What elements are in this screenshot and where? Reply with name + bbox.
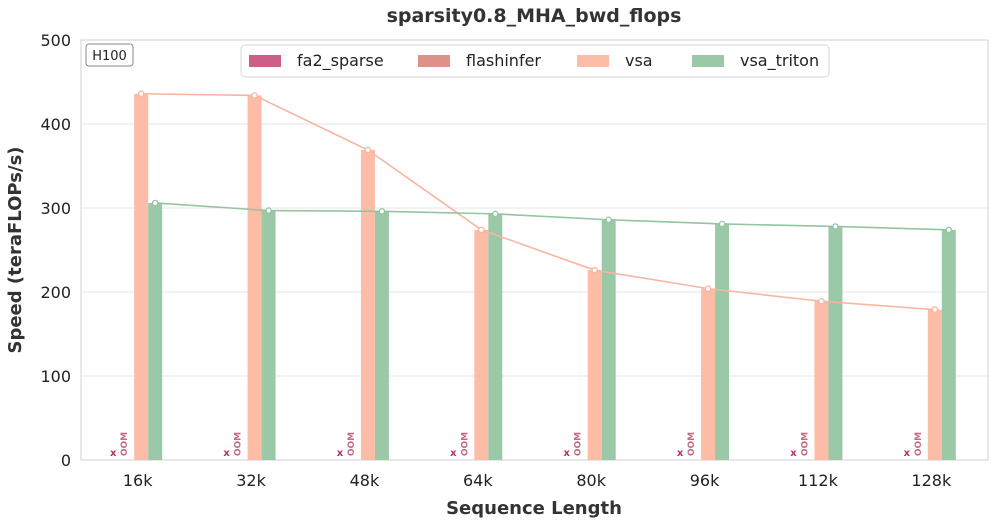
y-tick-label: 400 bbox=[40, 115, 71, 134]
bar-vsa bbox=[814, 301, 829, 460]
point-vsa bbox=[251, 92, 258, 99]
x-axis-label: Sequence Length bbox=[446, 498, 622, 519]
point-vsa_triton bbox=[492, 210, 499, 218]
gpu-badge-text: H100 bbox=[92, 49, 127, 64]
point-vsa_triton bbox=[832, 223, 839, 230]
plot-area bbox=[80, 39, 989, 461]
missing-x-marker: x bbox=[904, 448, 911, 459]
missing-x-marker: x bbox=[563, 448, 570, 459]
legend-box bbox=[240, 44, 830, 78]
x-axis: 16k 32k 48k 64k 80k 96k 112k 128k bbox=[123, 471, 952, 490]
y-axis-label: Speed (teraFLOPs/s) bbox=[5, 146, 26, 353]
oom-label: OOM bbox=[800, 432, 810, 456]
bar-vsa_triton bbox=[148, 202, 163, 460]
bar-vsa bbox=[134, 93, 149, 460]
oom-label: OOM bbox=[347, 432, 357, 456]
legend-label-vsa: vsa bbox=[625, 51, 653, 70]
bar-vsa bbox=[701, 288, 716, 460]
y-axis: 0 100 200 300 400 500 bbox=[40, 31, 71, 470]
x-tick-label: 112k bbox=[798, 471, 839, 490]
oom-label: OOM bbox=[234, 432, 244, 456]
bar-vsa_triton bbox=[601, 219, 616, 460]
point-vsa_triton bbox=[605, 216, 612, 224]
bar-vsa_triton bbox=[488, 213, 503, 460]
missing-x-marker: x bbox=[223, 448, 230, 459]
chart-title: sparsity0.8_MHA_bwd_flops bbox=[387, 5, 682, 27]
point-vsa bbox=[818, 297, 825, 305]
point-vsa bbox=[364, 146, 372, 154]
oom-label: OOM bbox=[574, 432, 584, 456]
legend-swatch-vsa bbox=[577, 55, 609, 67]
bar-vsa bbox=[587, 270, 602, 460]
point-vsa bbox=[704, 285, 712, 292]
y-tick-label: 500 bbox=[40, 31, 71, 50]
x-tick-label: 32k bbox=[236, 471, 266, 490]
point-vsa_triton bbox=[265, 207, 272, 214]
gpu-badge-box bbox=[85, 43, 134, 67]
legend-swatch-flashinfer bbox=[418, 55, 450, 67]
oom-label: OOM bbox=[914, 432, 924, 456]
missing-x-marker: x bbox=[450, 448, 457, 459]
x-tick-label: 48k bbox=[350, 471, 380, 490]
y-tick-label: 200 bbox=[40, 283, 71, 302]
missing-x-marker: x bbox=[110, 448, 117, 459]
x-tick-label: 128k bbox=[911, 471, 952, 490]
bar-vsa_triton bbox=[374, 211, 389, 460]
oom-label: OOM bbox=[120, 432, 130, 456]
bar-vsa bbox=[474, 229, 489, 460]
point-vsa_triton bbox=[378, 208, 386, 215]
bars bbox=[134, 93, 956, 461]
gpu-badge: H100 bbox=[85, 43, 134, 67]
x-tick-label: 80k bbox=[576, 471, 606, 490]
point-vsa_triton bbox=[945, 226, 953, 234]
bar-vsa bbox=[927, 309, 942, 460]
oom-label: OOM bbox=[687, 432, 697, 456]
x-tick-label: 96k bbox=[690, 471, 720, 490]
y-tick-label: 0 bbox=[61, 451, 71, 470]
oom-label: OOM bbox=[460, 432, 470, 456]
y-tick-label: 300 bbox=[40, 199, 71, 218]
series-lines bbox=[137, 90, 953, 313]
legend-label-fa2_sparse: fa2_sparse bbox=[297, 51, 384, 71]
line-vsa_triton bbox=[155, 202, 949, 231]
missing-x-marker: x bbox=[790, 448, 797, 459]
y-tick-label: 100 bbox=[40, 367, 71, 386]
legend-label-vsa_triton: vsa_triton bbox=[740, 51, 819, 71]
point-vsa bbox=[591, 266, 598, 274]
x-tick-label: 16k bbox=[123, 471, 153, 490]
point-vsa_triton bbox=[718, 220, 726, 228]
point-vsa bbox=[931, 306, 939, 313]
x-tick-label: 64k bbox=[463, 471, 493, 490]
legend: fa2_sparse flashinfer vsa vsa_triton bbox=[240, 44, 830, 78]
missing-x-marker: x bbox=[337, 448, 344, 459]
bar-vsa_triton bbox=[941, 229, 956, 460]
bar-vsa_triton bbox=[715, 223, 730, 460]
point-vsa_triton bbox=[151, 199, 159, 207]
missing-x-marker: x bbox=[677, 448, 684, 459]
bar-vsa bbox=[247, 95, 262, 460]
bar-vsa_triton bbox=[828, 226, 843, 460]
legend-label-flashinfer: flashinfer bbox=[466, 51, 541, 70]
legend-swatch-fa2_sparse bbox=[249, 55, 281, 67]
legend-swatch-vsa_triton bbox=[692, 55, 724, 67]
line-vsa bbox=[141, 92, 935, 311]
bar-vsa_triton bbox=[261, 210, 276, 460]
bar-vsa bbox=[360, 150, 375, 461]
point-vsa bbox=[478, 226, 485, 234]
point-vsa bbox=[137, 90, 145, 98]
